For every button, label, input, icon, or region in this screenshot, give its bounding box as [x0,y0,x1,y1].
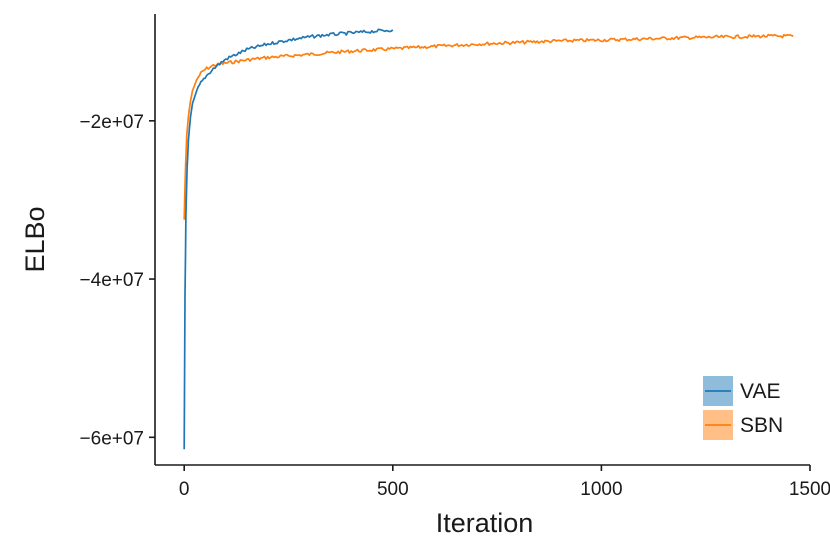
y-tick-label: −6e+07 [80,428,144,449]
legend-label-vae: VAE [740,380,780,403]
x-tick-label: 500 [377,479,409,500]
axes-layer [154,14,810,466]
x-tick-label: 1000 [580,479,622,500]
y-ticks: −2e+07 −4e+07 −6e+07 [80,112,155,449]
y-axis-title: ELBo [20,206,50,272]
legend: VAE SBN [703,376,783,440]
x-ticks: 0 500 1000 1500 [179,465,830,500]
x-axis-title: Iteration [436,508,534,538]
y-tick-label: −2e+07 [80,112,144,133]
x-tick-label: 1500 [789,479,830,500]
series-layer [183,28,794,450]
series-line-sbn [183,33,794,220]
x-tick-label: 0 [179,479,190,500]
series-line-vae [183,28,394,450]
y-tick-label: −4e+07 [80,270,144,291]
legend-label-sbn: SBN [740,414,783,437]
